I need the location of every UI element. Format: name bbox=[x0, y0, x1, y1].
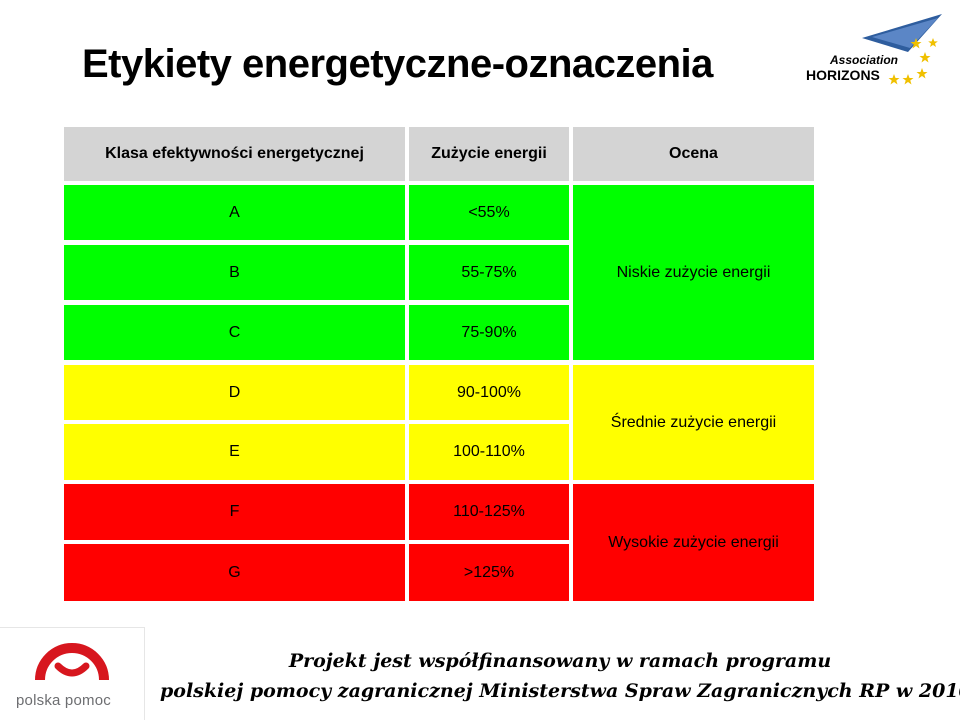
zuzycie-cell-g: >125% bbox=[409, 544, 569, 601]
stars-icon bbox=[888, 38, 938, 85]
footer-line-1: Projekt jest współfinansowany w ramach p… bbox=[288, 650, 832, 672]
header-ocena: Ocena bbox=[573, 127, 814, 181]
footer-text: Projekt jest współfinansowany w ramach p… bbox=[160, 646, 960, 706]
association-horizons-logo: Association HORIZONS bbox=[800, 8, 950, 90]
zuzycie-cell-c: 75-90% bbox=[409, 305, 569, 360]
ocena-cell-medium: Średnie zużycie energii bbox=[573, 365, 814, 480]
logo-text-horizons: HORIZONS bbox=[806, 67, 880, 83]
slide-title: Etykiety energetyczne-oznaczenia bbox=[82, 42, 713, 86]
klasa-cell-a: A bbox=[64, 185, 405, 240]
klasa-cell-c: C bbox=[64, 305, 405, 360]
zuzycie-cell-e: 100-110% bbox=[409, 424, 569, 480]
klasa-cell-e: E bbox=[64, 424, 405, 480]
zuzycie-cell-a: <55% bbox=[409, 185, 569, 240]
polska-pomoc-label: polska pomoc bbox=[16, 692, 111, 709]
zuzycie-cell-f: 110-125% bbox=[409, 484, 569, 540]
energy-label-table: Klasa efektywności energetycznej Zużycie… bbox=[64, 127, 814, 601]
horizons-logo-graphic: Association HORIZONS bbox=[806, 14, 942, 85]
zuzycie-cell-b: 55-75% bbox=[409, 245, 569, 300]
klasa-cell-b: B bbox=[64, 245, 405, 300]
header-zuzycie: Zużycie energii bbox=[409, 127, 569, 181]
ocena-cell-low: Niskie zużycie energii bbox=[573, 185, 814, 360]
zuzycie-cell-d: 90-100% bbox=[409, 365, 569, 420]
header-klasa: Klasa efektywności energetycznej bbox=[64, 127, 405, 181]
polska-pomoc-logo: polska pomoc bbox=[0, 627, 145, 720]
klasa-cell-g: G bbox=[64, 544, 405, 601]
footer-line-2: polskiej pomocy zagranicznej Ministerstw… bbox=[160, 680, 960, 702]
polska-pomoc-arc-icon bbox=[35, 643, 109, 681]
ocena-cell-high: Wysokie zużycie energii bbox=[573, 484, 814, 601]
logo-text-association: Association bbox=[829, 53, 898, 67]
klasa-cell-d: D bbox=[64, 365, 405, 420]
klasa-cell-f: F bbox=[64, 484, 405, 540]
